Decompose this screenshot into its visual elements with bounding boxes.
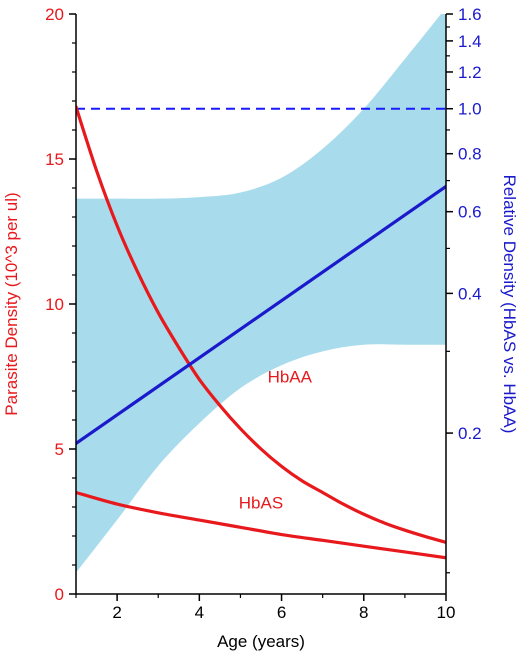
y-right-tick-label-6: 1.4	[458, 32, 482, 51]
series-label-hbas: HbAS	[239, 493, 283, 512]
y-right-tick-label-3: 0.8	[458, 145, 482, 164]
y-left-tick-label-15: 15	[45, 150, 64, 169]
series-layer	[76, 105, 446, 560]
y-right-tick-label-0: 0.2	[458, 424, 482, 443]
series-line-hbaa	[76, 105, 446, 544]
y-right-tick-label-2: 0.6	[458, 203, 482, 222]
labels-layer: 2 4 6 8 10 0 5 10 15 20 0.2 0.4 0.6 0.8 1.0 1.2 1.4 1.6 Ag…	[2, 5, 519, 651]
y-right-axis-title: Relative Density (HbAS vs. HbAA)	[500, 175, 519, 434]
x-tick-label-10: 10	[437, 603, 456, 622]
series-label-hbaa: HbAA	[268, 367, 313, 386]
y-left-tick-label-5: 5	[55, 440, 64, 459]
y-right-tick-label-7: 1.6	[458, 5, 482, 24]
series-line-relative-density	[76, 184, 446, 446]
y-left-tick-label-20: 20	[45, 5, 64, 24]
x-tick-label-6: 6	[277, 603, 286, 622]
x-tick-label-4: 4	[195, 603, 204, 622]
y-right-tick-label-1: 0.4	[458, 284, 482, 303]
y-left-tick-label-10: 10	[45, 295, 64, 314]
y-right-tick-label-4: 1.0	[458, 100, 482, 119]
y-left-axis-title: Parasite Density (10^3 per ul)	[2, 192, 21, 415]
x-tick-label-2: 2	[112, 603, 121, 622]
axes-layer	[69, 13, 453, 601]
series-line-hbas	[76, 490, 446, 560]
y-left-tick-label-0: 0	[55, 585, 64, 604]
y-right-tick-label-5: 1.2	[458, 63, 482, 82]
x-tick-label-8: 8	[359, 603, 368, 622]
band-layer	[76, 14, 446, 573]
confidence-band	[76, 14, 446, 573]
x-axis-title: Age (years)	[217, 632, 305, 651]
